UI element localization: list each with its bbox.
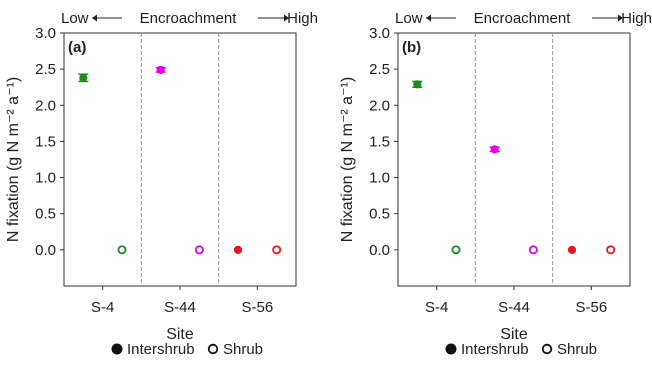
x-tick-label: S-56 [241, 299, 273, 316]
y-tick-label: 2.5 [35, 61, 56, 78]
y-tick-label: 1.0 [35, 170, 56, 187]
y-tick-label: 2.0 [369, 97, 390, 114]
y-tick-label: 2.5 [369, 61, 390, 78]
arrow-left-icon [92, 14, 97, 22]
x-axis-label: Site [166, 326, 194, 343]
legend-intershrub: Intershrub [127, 341, 195, 358]
shrub-point-s-44 [528, 245, 538, 255]
y-tick-label: 1.5 [369, 133, 390, 150]
intershrub-point-s-56 [567, 245, 577, 254]
y-tick-label: 2.0 [35, 97, 56, 114]
chart-panel-b: 0.0 0.5 1.0 1.5 2.0 2.5 3.0 S-4 S-44 S-56 Site N fi… [339, 10, 652, 358]
encroachment-high-label: High [287, 10, 318, 27]
y-tick-label: 1.0 [369, 170, 390, 187]
shrub-point-s-56 [272, 245, 282, 255]
plot-frame [63, 32, 297, 287]
y-axis-label: N fixation (g N m⁻² a⁻¹) [5, 77, 22, 242]
legend-shrub: Shrub [557, 341, 597, 358]
panel-label: (b) [402, 39, 421, 56]
encroachment-label: Encroachment [140, 10, 238, 27]
legend-shrub: Shrub [223, 341, 263, 358]
intershrub-point-s-4 [79, 73, 88, 82]
legend-open-marker-icon [207, 343, 219, 355]
legend-filled-marker-icon [445, 343, 457, 355]
x-tick-label: S-44 [498, 299, 530, 316]
y-tick-label: 0.5 [369, 206, 390, 223]
x-tick-label: S-4 [91, 299, 114, 316]
encroachment-low-label: Low [61, 10, 89, 27]
legend-filled-marker-icon [111, 343, 123, 355]
encroachment-low-label: Low [395, 10, 423, 27]
encroachment-high-label: High [621, 10, 652, 27]
y-tick-label: 1.5 [35, 133, 56, 150]
shrub-point-s-56 [606, 245, 616, 255]
y-tick-label: 3.0 [35, 25, 56, 42]
shrub-point-s-44 [194, 245, 204, 255]
intershrub-point-s-44 [156, 65, 165, 74]
x-axis-label: Site [500, 326, 528, 343]
legend-open-marker-icon [541, 343, 553, 355]
arrow-left-icon [426, 14, 431, 22]
arrow-right-icon [618, 14, 623, 22]
x-tick-label: S-44 [164, 299, 196, 316]
shrub-point-s-4 [451, 245, 461, 255]
intershrub-point-s-44 [490, 145, 499, 154]
y-axis-label: N fixation (g N m⁻² a⁻¹) [339, 77, 356, 242]
x-tick-label: S-4 [425, 299, 448, 316]
encroachment-label: Encroachment [474, 10, 572, 27]
y-tick-label: 0.5 [35, 206, 56, 223]
legend: Intershrub Shrub [111, 341, 263, 358]
intershrub-point-s-56 [233, 245, 243, 254]
arrow-right-icon [284, 14, 289, 22]
x-tick-label: S-56 [575, 299, 607, 316]
y-tick-label: 0.0 [35, 242, 56, 259]
legend: Intershrub Shrub [445, 341, 597, 358]
y-tick-label: 0.0 [369, 242, 390, 259]
plot-frame [397, 32, 631, 287]
legend-intershrub: Intershrub [461, 341, 529, 358]
chart-panel-a: 0.0 0.5 1.0 1.5 2.0 2.5 3.0 S-4 S-44 S-56 Site N fi… [5, 10, 318, 358]
intershrub-point-s-4 [413, 80, 422, 89]
shrub-point-s-4 [117, 245, 127, 255]
y-tick-label: 3.0 [369, 25, 390, 42]
panel-label: (a) [68, 39, 86, 56]
